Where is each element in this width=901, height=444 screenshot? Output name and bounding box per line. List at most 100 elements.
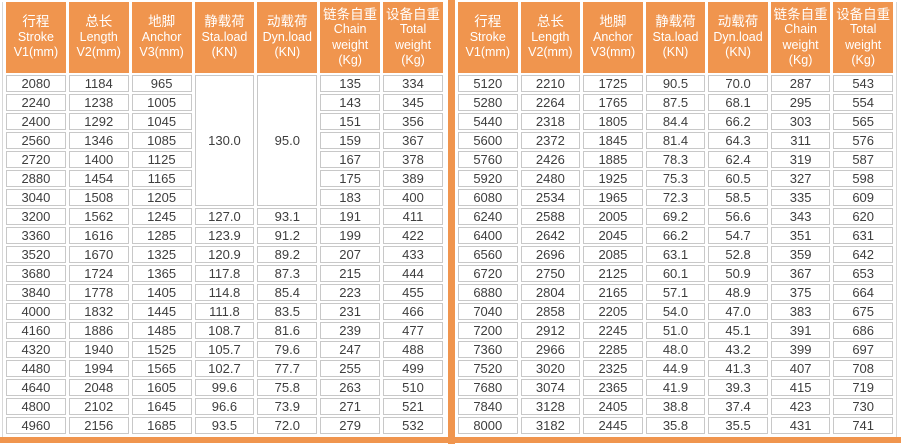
cell: 389	[383, 170, 443, 187]
cell: 2912	[520, 322, 581, 339]
cell: 1845	[583, 132, 643, 149]
cell: 73.9	[257, 398, 318, 415]
cell: 45.1	[708, 322, 768, 339]
table-row: 6880 2804 2165 57.1 48.9 375 664	[458, 284, 893, 301]
cell: 93.5	[194, 417, 255, 434]
cell: 6240	[458, 208, 518, 225]
table-row: 4480 1994 1565 102.7 77.7 255 499	[6, 360, 443, 377]
cell: 2080	[6, 75, 66, 92]
cell: 54.0	[645, 303, 706, 320]
cell: 105.7	[194, 341, 255, 358]
cell: 1005	[131, 94, 192, 111]
cell: 130.0	[194, 75, 255, 206]
cell: 2642	[520, 227, 581, 244]
cell: 5760	[458, 151, 518, 168]
cell: 54.7	[708, 227, 768, 244]
table-row: 6240 2588 2005 69.2 56.6 343 620	[458, 208, 893, 225]
column-header-line: (KN)	[211, 45, 238, 60]
cell: 4480	[6, 360, 66, 377]
column-header-line: 总长	[85, 14, 113, 30]
cell: 686	[833, 322, 893, 339]
table-row: 7520 3020 2325 44.9 41.3 407 708	[458, 360, 893, 377]
bottom-accent-bar	[0, 437, 901, 443]
column-header-line: 地脚	[148, 14, 176, 30]
cell: 1994	[68, 360, 129, 377]
cell: 3200	[6, 208, 66, 225]
cell: 1940	[68, 341, 129, 358]
table-row: 3200 1562 1245 127.0 93.1 191 411	[6, 208, 443, 225]
cell: 1400	[68, 151, 129, 168]
table-row: 3040 1508 1205 183 400	[6, 189, 443, 206]
column-header-line: (KN)	[662, 45, 689, 60]
column-header-line: weight	[332, 37, 369, 52]
column-header-line: Dyn.load	[262, 29, 312, 44]
cell: 415	[770, 379, 831, 396]
cell: 3182	[520, 417, 581, 434]
column-header-line: Total	[849, 22, 877, 36]
column-header-line: Chain	[784, 22, 817, 36]
column-header-line: 静载荷	[204, 14, 245, 30]
cell: 127.0	[194, 208, 255, 225]
cell: 1285	[131, 227, 192, 244]
cell: 675	[833, 303, 893, 320]
table-row: 3520 1670 1325 120.9 89.2 207 433	[6, 246, 443, 263]
cell: 1205	[131, 189, 192, 206]
cell: 117.8	[194, 265, 255, 282]
cell: 123.9	[194, 227, 255, 244]
cell: 1805	[583, 113, 643, 130]
column-header-line: (Kg)	[401, 53, 425, 67]
cell: 965	[131, 75, 192, 92]
table-row: 4640 2048 1605 99.6 75.8 263 510	[6, 379, 443, 396]
table-row: 6720 2750 2125 60.1 50.9 367 653	[458, 265, 893, 282]
cell: 6880	[458, 284, 518, 301]
cell: 1485	[131, 322, 192, 339]
right-spec-table: 行程 Stroke V1(mm) 总长 Length V2(mm) 地脚 Anchor V3(m…	[455, 0, 896, 436]
cell: 444	[383, 265, 443, 282]
cell: 41.3	[708, 360, 768, 377]
cell: 587	[833, 151, 893, 168]
cell: 287	[770, 75, 831, 92]
cell: 407	[770, 360, 831, 377]
cell: 367	[383, 132, 443, 149]
cell: 1685	[131, 417, 192, 434]
table-divider-bar	[448, 0, 455, 444]
cell: 423	[770, 398, 831, 415]
cell: 2085	[583, 246, 643, 263]
column-header-line: Chain	[333, 22, 367, 36]
table-row: 5440 2318 1805 84.4 66.2 303 565	[458, 113, 893, 130]
cell: 70.0	[708, 75, 768, 92]
cell: 7520	[458, 360, 518, 377]
cell: 41.9	[645, 379, 706, 396]
cell: 1565	[131, 360, 192, 377]
cell: 2245	[583, 322, 643, 339]
column-header: 静载荷 Sta.load (KN)	[645, 2, 706, 73]
cell: 2560	[6, 132, 66, 149]
cell: 1045	[131, 113, 192, 130]
cell: 2048	[68, 379, 129, 396]
cell: 2325	[583, 360, 643, 377]
cell: 351	[770, 227, 831, 244]
column-header-line: V1(mm)	[465, 45, 510, 60]
cell: 2318	[520, 113, 581, 130]
table-row: 4000 1832 1445 111.8 83.5 231 466	[6, 303, 443, 320]
table-row: 7680 3074 2365 41.9 39.3 415 719	[458, 379, 893, 396]
cell: 135	[320, 75, 381, 92]
cell: 64.3	[708, 132, 768, 149]
cell: 78.3	[645, 151, 706, 168]
column-header-line: 总长	[536, 14, 564, 30]
table-row: 4800 2102 1645 96.6 73.9 271 521	[6, 398, 443, 415]
column-header-line: Anchor	[141, 29, 182, 44]
cell: 1325	[131, 246, 192, 263]
cell: 2445	[583, 417, 643, 434]
cell: 1525	[131, 341, 192, 358]
cell: 2372	[520, 132, 581, 149]
cell: 120.9	[194, 246, 255, 263]
column-header-line: (Kg)	[851, 53, 875, 67]
cell: 2365	[583, 379, 643, 396]
column-header-line: Total	[399, 22, 427, 36]
cell: 431	[770, 417, 831, 434]
cell: 719	[833, 379, 893, 396]
table-row: 3360 1616 1285 123.9 91.2 199 422	[6, 227, 443, 244]
cell: 620	[833, 208, 893, 225]
